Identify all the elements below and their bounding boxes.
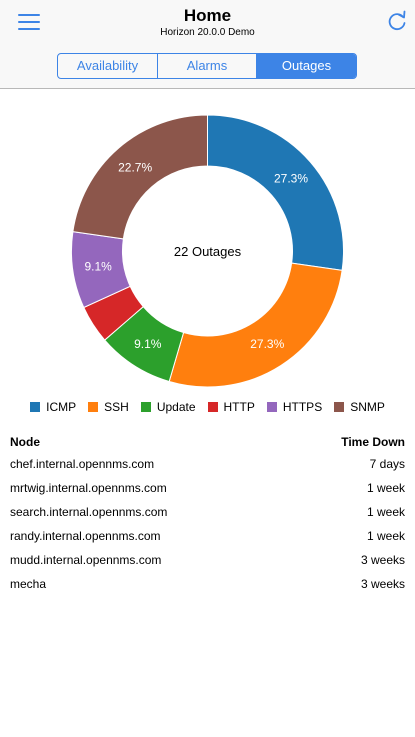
slice-label-snmp: 22.7% xyxy=(118,160,152,174)
legend-swatch xyxy=(207,402,218,412)
legend-item-https[interactable]: HTTPS xyxy=(266,400,323,414)
table-row[interactable]: mecha 3 weeks xyxy=(10,574,405,598)
outages-donut-chart: 27.3% 27.3% 9.1% 9.1% 22.7% 22 Outages xyxy=(0,89,415,389)
legend-label: HTTPS xyxy=(282,400,323,414)
legend-swatch xyxy=(30,402,41,412)
top-bar: Home Horizon 20.0.0 Demo Availability Al… xyxy=(0,0,415,89)
time-down: 7 days xyxy=(369,457,405,471)
view-segmented-control: Availability Alarms Outages xyxy=(57,53,357,79)
legend-label: SSH xyxy=(104,400,129,414)
slice-label-https: 9.1% xyxy=(84,260,112,274)
legend-label: HTTP xyxy=(223,400,255,414)
chart-legend: ICMP SSH Update HTTP HTTPS SNMP xyxy=(0,400,415,414)
tab-availability[interactable]: Availability xyxy=(58,54,158,78)
node-name: search.internal.opennms.com xyxy=(10,505,168,519)
time-down: 1 week xyxy=(366,529,405,543)
legend-label: ICMP xyxy=(46,400,77,414)
donut-center-label: 22 Outages xyxy=(174,244,242,259)
legend-swatch xyxy=(266,402,277,412)
time-down: 3 weeks xyxy=(360,577,405,591)
slice-ssh[interactable] xyxy=(168,262,343,388)
table-row[interactable]: mrtwig.internal.opennms.com 1 week xyxy=(10,478,405,502)
tab-outages[interactable]: Outages xyxy=(257,54,356,78)
slice-icmp[interactable] xyxy=(207,114,344,271)
legend-swatch xyxy=(334,402,345,412)
hamburger-menu-icon[interactable] xyxy=(14,11,44,33)
node-name: mrtwig.internal.opennms.com xyxy=(10,481,167,495)
legend-item-http[interactable]: HTTP xyxy=(207,400,255,414)
legend-label: Update xyxy=(156,400,196,414)
table-row[interactable]: chef.internal.opennms.com 7 days xyxy=(10,454,405,478)
outages-table: Node Time Down chef.internal.opennms.com… xyxy=(10,428,405,598)
time-down: 1 week xyxy=(366,481,405,495)
column-header-time-down: Time Down xyxy=(341,435,405,449)
table-header: Node Time Down xyxy=(10,428,405,454)
time-down: 1 week xyxy=(366,505,405,519)
page-title: Home xyxy=(183,6,232,25)
node-name: mudd.internal.opennms.com xyxy=(10,553,162,567)
legend-item-snmp[interactable]: SNMP xyxy=(334,400,385,414)
legend-item-ssh[interactable]: SSH xyxy=(88,400,129,414)
donut-svg: 27.3% 27.3% 9.1% 9.1% 22.7% 22 Outages xyxy=(71,114,344,388)
slice-label-ssh: 27.3% xyxy=(250,337,284,351)
legend-swatch xyxy=(88,402,99,412)
table-row[interactable]: randy.internal.opennms.com 1 week xyxy=(10,526,405,550)
legend-item-icmp[interactable]: ICMP xyxy=(30,400,76,414)
node-name: randy.internal.opennms.com xyxy=(10,529,161,543)
column-header-node: Node xyxy=(10,435,40,449)
legend-item-update[interactable]: Update xyxy=(140,400,196,414)
time-down: 3 weeks xyxy=(360,553,405,567)
slice-snmp[interactable] xyxy=(72,114,208,240)
node-name: chef.internal.opennms.com xyxy=(10,457,155,471)
page-subtitle: Horizon 20.0.0 Demo xyxy=(160,27,255,38)
slice-label-update: 9.1% xyxy=(134,337,162,351)
legend-swatch xyxy=(140,402,151,412)
tab-alarms[interactable]: Alarms xyxy=(158,54,257,78)
legend-label: SNMP xyxy=(350,400,385,414)
node-name: mecha xyxy=(10,577,47,591)
refresh-icon[interactable] xyxy=(384,9,410,35)
slice-label-icmp: 27.3% xyxy=(274,172,308,186)
table-row[interactable]: search.internal.opennms.com 1 week xyxy=(10,502,405,526)
table-row[interactable]: mudd.internal.opennms.com 3 weeks xyxy=(10,550,405,574)
